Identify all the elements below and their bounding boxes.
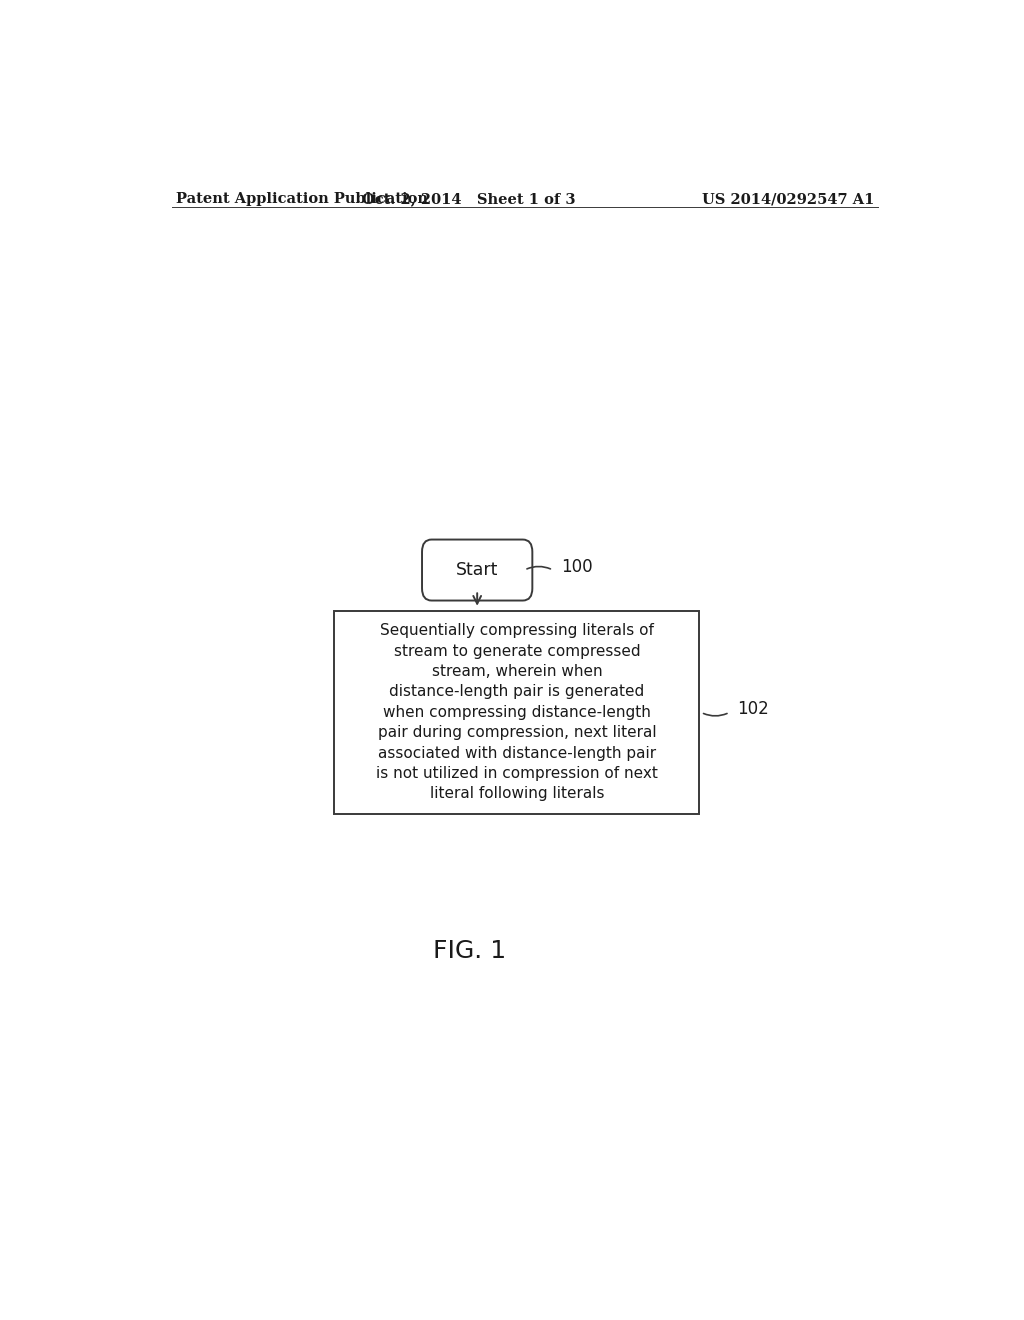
Text: US 2014/0292547 A1: US 2014/0292547 A1 [701,191,873,206]
Text: 100: 100 [561,558,593,576]
Text: 102: 102 [737,701,769,718]
Text: Start: Start [456,561,499,579]
Text: Oct. 2, 2014   Sheet 1 of 3: Oct. 2, 2014 Sheet 1 of 3 [362,191,575,206]
Text: Sequentially compressing literals of
stream to generate compressed
stream, where: Sequentially compressing literals of str… [376,623,657,801]
FancyBboxPatch shape [422,540,532,601]
Text: FIG. 1: FIG. 1 [433,940,506,964]
Bar [334,611,699,814]
Text: Patent Application Publication: Patent Application Publication [176,191,428,206]
